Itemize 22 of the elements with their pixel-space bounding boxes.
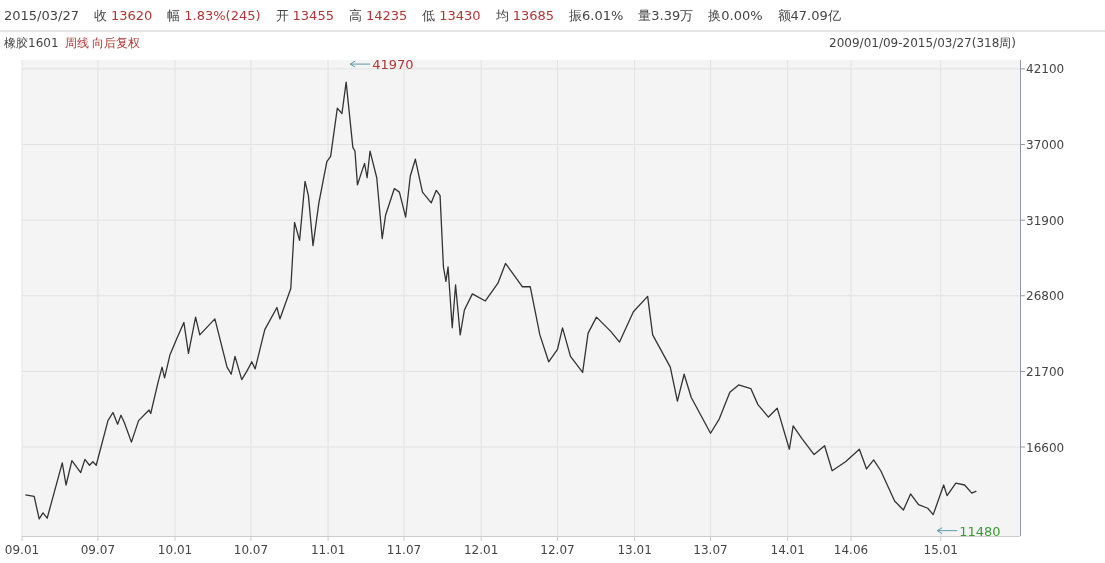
- annotation: 量3.39万: [638, 8, 694, 23]
- annotation: 换0.00%: [708, 8, 763, 23]
- annotation: 13455: [292, 8, 334, 23]
- annotation: 41970: [372, 57, 414, 73]
- annotation: 振6.01%: [569, 8, 624, 23]
- title: 橡胶1601: [4, 36, 59, 50]
- annotation: 1.83%(245): [184, 8, 261, 23]
- annotation: 11480: [959, 523, 1001, 539]
- annotation: 13620: [110, 8, 153, 23]
- annotation: 13685: [512, 8, 554, 23]
- annotation: 收: [93, 8, 107, 23]
- annotation: 2015/03/27: [4, 8, 79, 23]
- annotation: 14235: [365, 8, 408, 23]
- annotation: 开: [275, 8, 289, 23]
- subtitle: 周线 向后复权: [64, 36, 141, 50]
- annotation: 均: [495, 8, 509, 23]
- annotation: 2009/01/09-2015/03/27(318周): [829, 36, 1016, 50]
- annotation: 幅: [167, 8, 181, 23]
- annotation: 高: [348, 8, 362, 23]
- annotation: 低: [422, 8, 436, 23]
- annotation: 额47.09亿: [777, 8, 841, 23]
- annotation: 13430: [439, 8, 481, 23]
